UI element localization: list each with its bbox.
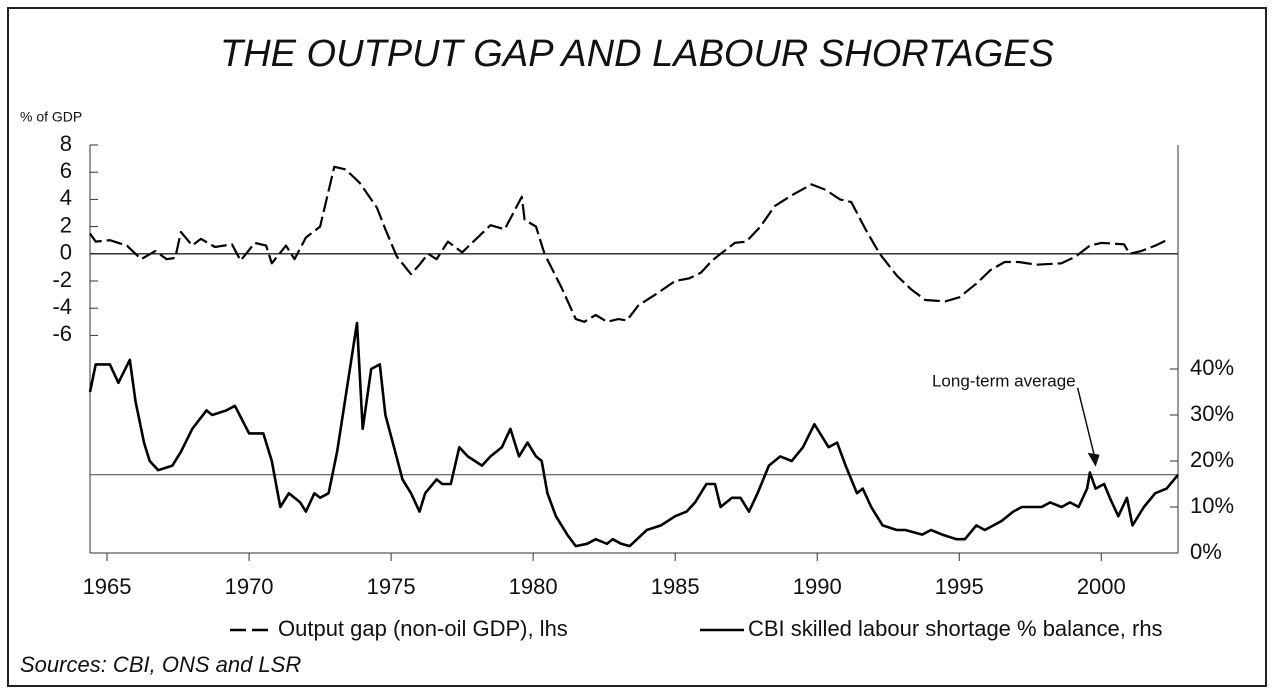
legend-label: Output gap (non-oil GDP), lhs <box>278 616 568 641</box>
y2-tick-label: 40% <box>1190 355 1234 380</box>
chart-title: THE OUTPUT GAP AND LABOUR SHORTAGES <box>220 33 1054 75</box>
y2-tick-label: 30% <box>1190 401 1234 426</box>
y2-tick-label: 10% <box>1190 493 1234 518</box>
x-tick-label: 1975 <box>367 574 416 599</box>
series-line <box>89 165 1168 323</box>
y-tick-label: -4 <box>52 294 72 319</box>
y-tick-label: 8 <box>60 131 72 156</box>
source: Sources: CBI, ONS and LSR <box>20 652 301 677</box>
annotation-arrow <box>1076 387 1097 461</box>
y-tick-label: 6 <box>60 158 72 183</box>
legend-label: CBI skilled labour shortage % balance, r… <box>748 616 1163 641</box>
y-tick-label: 4 <box>60 185 72 210</box>
annotation: Long-term average <box>932 371 1076 390</box>
y-tick-label: -2 <box>52 267 72 292</box>
x-tick-label: 1970 <box>225 574 274 599</box>
x-tick-label: 2000 <box>1077 574 1126 599</box>
y2-tick-label: 0% <box>1190 539 1222 564</box>
y-tick-label: 0 <box>60 240 72 265</box>
x-tick-label: 1995 <box>935 574 984 599</box>
y-tick-label: 2 <box>60 212 72 237</box>
frame <box>7 7 1267 687</box>
x-tick-label: 1980 <box>509 574 558 599</box>
annotation-arrowhead <box>1087 452 1100 467</box>
y-tick-label: -6 <box>52 321 72 346</box>
y2-tick-label: 20% <box>1190 447 1234 472</box>
series-line <box>88 321 1180 548</box>
x-tick-label: 1990 <box>793 574 842 599</box>
x-tick-label: 1965 <box>83 574 132 599</box>
x-tick-label: 1985 <box>651 574 700 599</box>
y-axis-label: % of GDP <box>20 109 82 125</box>
